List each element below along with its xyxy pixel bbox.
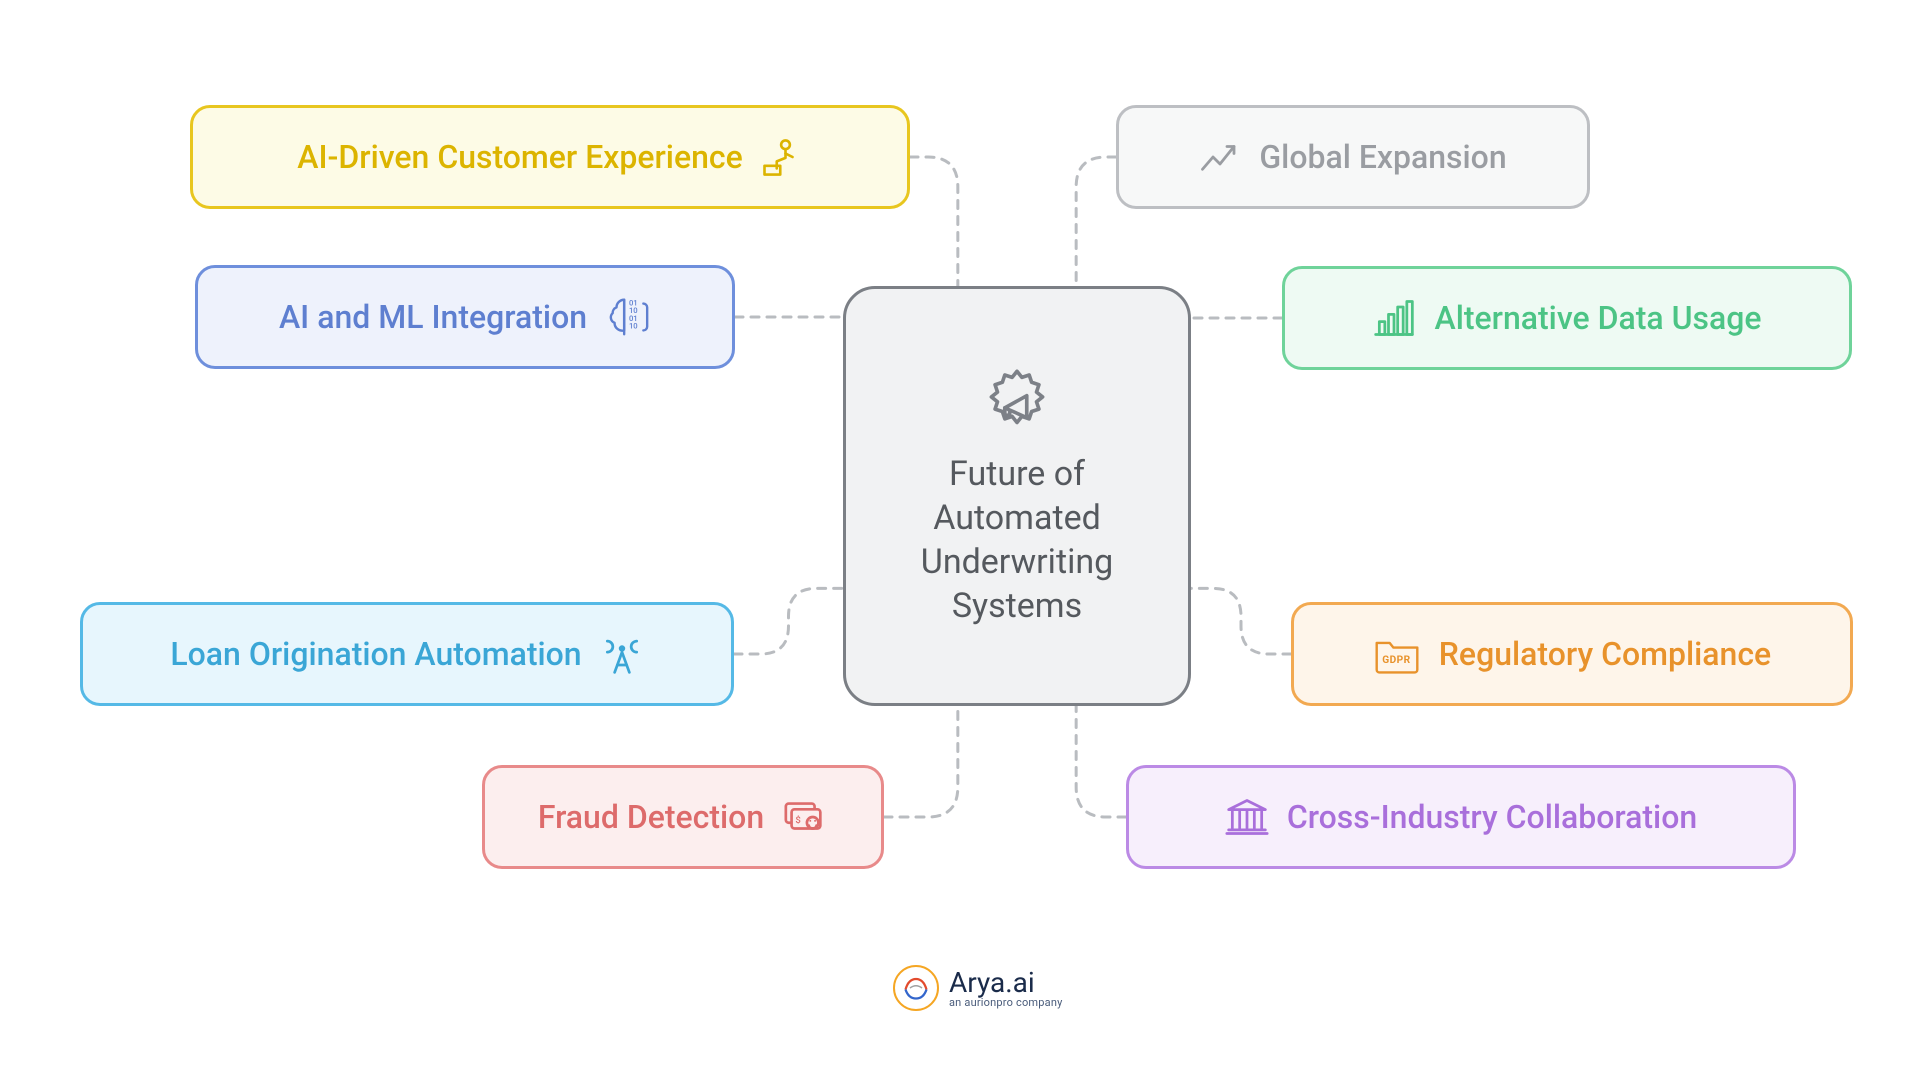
antenna-a-icon (600, 632, 644, 676)
node-regulatory-compliance: GDPR Regulatory Compliance (1291, 602, 1853, 706)
fraud-card-icon: $ (782, 794, 828, 840)
brain-binary-icon: 01 10 01 10 (605, 294, 651, 340)
node-ai-customer-experience: AI-Driven Customer Experience (190, 105, 910, 209)
node-label: Global Expansion (1259, 138, 1506, 176)
bank-building-icon (1225, 795, 1269, 839)
customer-desk-icon (761, 136, 803, 178)
node-ai-ml-integration: AI and ML Integration 01 10 01 10 (195, 265, 735, 369)
brand-tagline: an aurionpro company (949, 997, 1063, 1008)
node-label: Loan Origination Automation (170, 635, 581, 673)
node-fraud-detection: Fraud Detection $ (482, 765, 884, 869)
node-loan-origination-automation: Loan Origination Automation (80, 602, 734, 706)
node-label: AI-Driven Customer Experience (297, 138, 743, 176)
node-label: Cross-Industry Collaboration (1287, 798, 1697, 836)
brand-mark-icon (893, 965, 939, 1011)
central-node: Future ofAutomatedUnderwritingSystems (843, 286, 1191, 706)
node-label: Fraud Detection (538, 798, 764, 836)
svg-text:GDPR: GDPR (1382, 655, 1410, 666)
node-label: Regulatory Compliance (1439, 635, 1771, 673)
svg-text:10: 10 (629, 322, 638, 331)
svg-text:$: $ (796, 815, 801, 826)
node-global-expansion: Global Expansion (1116, 105, 1590, 209)
brand-logo: Arya.ai an aurionpro company (893, 965, 1063, 1011)
node-label: Alternative Data Usage (1434, 299, 1761, 337)
node-cross-industry-collaboration: Cross-Industry Collaboration (1126, 765, 1796, 869)
trend-arrow-icon (1199, 136, 1241, 178)
bar-chart-icon (1372, 296, 1416, 340)
gdpr-folder-icon: GDPR (1373, 632, 1421, 676)
brand-name: Arya.ai (949, 969, 1063, 997)
node-alternative-data-usage: Alternative Data Usage (1282, 266, 1852, 370)
node-label: AI and ML Integration (279, 298, 587, 336)
gear-megaphone-icon (978, 364, 1056, 442)
central-title: Future ofAutomatedUnderwritingSystems (921, 452, 1113, 629)
